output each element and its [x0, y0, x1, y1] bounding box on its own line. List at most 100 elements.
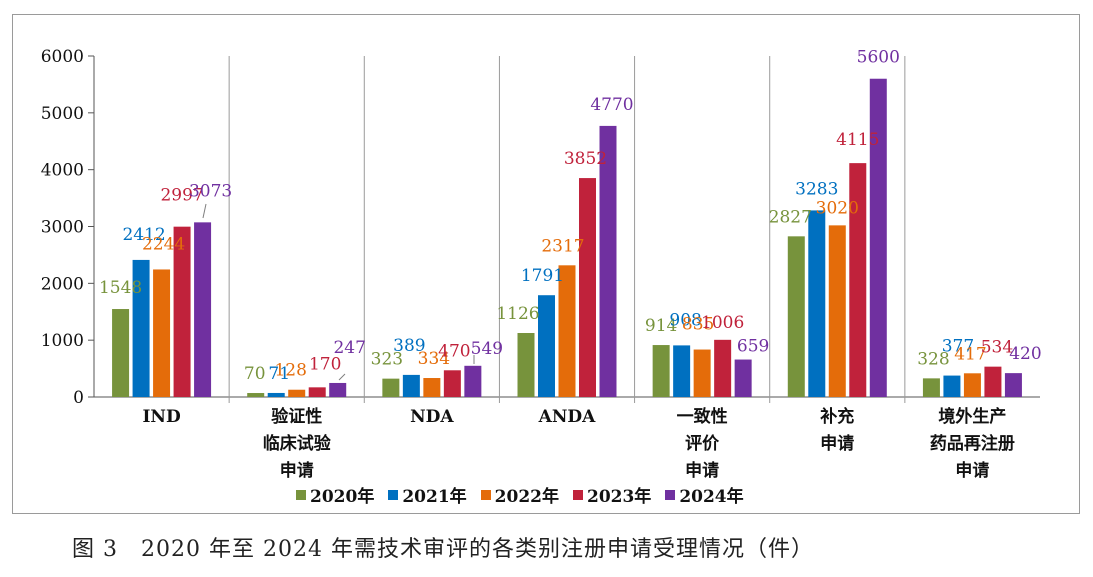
y-tick-label: 6000 — [41, 47, 84, 67]
bar-2021年-5 — [808, 210, 826, 397]
data-label-2024年-3: 4770 — [590, 95, 633, 115]
category-label-line: 一致性 — [676, 407, 728, 427]
data-label-2023年-2: 470 — [438, 341, 470, 361]
legend-item: 2021年 — [388, 482, 467, 507]
data-label-2022年-3: 2317 — [541, 236, 584, 256]
category-label: 补充 申请 — [770, 404, 905, 458]
data-label-2021年-5: 3283 — [795, 179, 838, 199]
bar-2020年-2 — [382, 378, 400, 397]
data-label-2022年-1: 128 — [274, 361, 306, 381]
data-label-2023年-4: 1006 — [701, 313, 744, 333]
data-label-2022年-5: 3020 — [816, 198, 859, 218]
data-label-2024年-1: 247 — [333, 338, 365, 358]
legend-swatch — [480, 489, 491, 500]
data-label-2022年-6: 417 — [954, 344, 986, 364]
category-label-line: 境外生产 — [938, 407, 1007, 427]
bar-2020年-5 — [787, 236, 805, 397]
category-label-line: 申请 — [279, 461, 314, 481]
category-label-line: 临床试验 — [262, 434, 331, 454]
category-label-line: 补充 — [820, 407, 855, 427]
figure-caption: 图 3 2020 年至 2024 年需技术审评的各类别注册申请受理情况（件） — [72, 537, 814, 562]
y-tick-label: 3000 — [41, 218, 84, 238]
data-label-2023年-3: 3852 — [564, 149, 607, 169]
category-label: IND — [94, 404, 229, 431]
category-label-line: 药品再注册 — [929, 434, 1015, 454]
bar-2024年-6 — [1004, 373, 1022, 397]
legend-swatch — [572, 489, 583, 500]
y-tick-label: 0 — [73, 388, 84, 408]
legend-label: 2024年 — [679, 487, 744, 507]
data-label-2021年-4: 908 — [669, 310, 701, 330]
data-label-2023年-1: 170 — [309, 354, 341, 374]
data-label-2022年-2: 334 — [418, 349, 450, 369]
bar-2023年-6 — [984, 366, 1002, 397]
data-label-2022年-4: 835 — [682, 315, 714, 335]
data-label-2020年-0: 1548 — [99, 278, 142, 298]
legend-item: 2024年 — [665, 482, 744, 507]
data-label-2021年-1: 71 — [268, 364, 290, 384]
bar-2022年-1 — [288, 389, 306, 397]
bar-2022年-0 — [153, 269, 171, 397]
bar-2024年-4 — [734, 359, 752, 397]
legend-item: 2023年 — [572, 482, 652, 507]
data-label-2023年-5: 4115 — [836, 130, 879, 150]
bar-2023年-4 — [714, 339, 732, 397]
bar-2023年-5 — [849, 163, 867, 397]
category-label: 一致性 评价 申请 — [635, 404, 770, 485]
bar-2021年-2 — [402, 374, 420, 397]
bar-2021年-3 — [538, 295, 555, 397]
data-label-2023年-6: 534 — [981, 338, 1013, 358]
bar-2020年-4 — [652, 345, 670, 397]
data-label-2024年-5: 5600 — [857, 48, 900, 68]
bar-2020年-1 — [247, 393, 265, 397]
data-label-2023年-0: 2997 — [160, 186, 203, 206]
bar-2023年-0 — [173, 226, 191, 397]
category-label-line: 申请 — [955, 461, 990, 481]
bar-2022年-6 — [963, 373, 981, 397]
category-label-line: 评价 — [685, 434, 720, 454]
data-label-2022年-0: 2244 — [142, 234, 185, 254]
y-tick-label: 5000 — [41, 104, 84, 124]
category-label-line: 申请 — [820, 434, 855, 454]
legend-item: 2022年 — [480, 482, 559, 507]
data-label-2021年-3: 1791 — [521, 266, 564, 286]
legend-label: 2020年 — [310, 487, 375, 507]
data-label-2020年-5: 2827 — [769, 207, 812, 227]
data-label-2024年-0: 3073 — [189, 181, 232, 201]
y-tick-label: 4000 — [41, 161, 84, 181]
category-label-line: 验证性 — [271, 407, 323, 427]
data-label-2020年-4: 914 — [645, 316, 677, 336]
legend-label: 2023年 — [586, 487, 652, 507]
data-label-2021年-0: 2412 — [122, 225, 165, 245]
legend-swatch — [388, 489, 399, 500]
category-label: 境外生产药品再注册申请 — [905, 404, 1040, 485]
data-label-2021年-6: 377 — [942, 337, 974, 357]
y-tick-label: 1000 — [41, 331, 84, 351]
legend-swatch — [296, 489, 306, 500]
data-label-2024年-6: 420 — [1009, 344, 1041, 364]
leader-line — [202, 203, 207, 219]
bar-2022年-5 — [828, 225, 846, 397]
bar-2020年-6 — [922, 378, 940, 397]
category-label: NDA — [364, 404, 499, 431]
bar-2023年-2 — [443, 370, 461, 397]
leader-line — [338, 373, 346, 381]
legend-swatch — [665, 489, 676, 500]
legend-label: 2022年 — [494, 487, 559, 507]
bar-2024年-2 — [464, 365, 482, 397]
legend-label: 2021年 — [402, 487, 467, 507]
category-label: 验证性 临床试验 申请 — [229, 404, 364, 485]
bar-2021年-4 — [673, 345, 691, 397]
category-label-line: NDA — [410, 407, 454, 427]
bar-2020年-3 — [517, 333, 535, 397]
category-label-line: IND — [142, 407, 181, 427]
bar-2020年-0 — [112, 309, 130, 397]
legend-item: 2020年 — [296, 482, 374, 507]
chart-legend: 2020年 2021年 2022年 2023年 2024年 — [296, 482, 744, 507]
bar-2022年-2 — [423, 378, 441, 397]
y-tick-label: 2000 — [41, 274, 84, 294]
data-label-2024年-2: 549 — [471, 339, 503, 359]
bar-2024年-5 — [869, 78, 887, 397]
bar-2024年-3 — [599, 125, 617, 397]
